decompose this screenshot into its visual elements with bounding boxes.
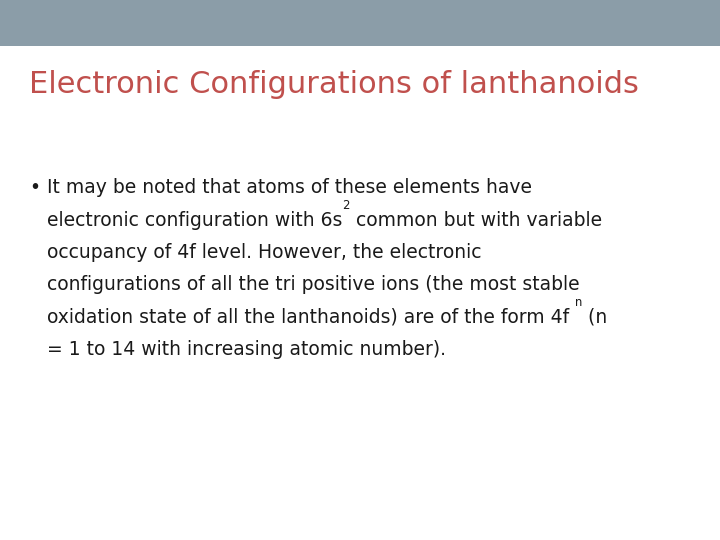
Text: (n: (n [582,308,608,327]
Text: = 1 to 14 with increasing atomic number).: = 1 to 14 with increasing atomic number)… [47,340,446,359]
Text: n: n [575,296,582,309]
Text: occupancy of 4f level. However, the electronic: occupancy of 4f level. However, the elec… [47,243,481,262]
Text: configurations of all the tri positive ions (the most stable: configurations of all the tri positive i… [47,275,580,294]
Text: common but with variable: common but with variable [349,211,602,229]
Text: It may be noted that atoms of these elements have: It may be noted that atoms of these elem… [47,178,532,197]
Bar [0,0,720,46]
Text: electronic configuration with 6s: electronic configuration with 6s [47,211,342,229]
Text: oxidation state of all the lanthanoids) are of the form 4f: oxidation state of all the lanthanoids) … [47,308,575,327]
Text: Electronic Configurations of lanthanoids: Electronic Configurations of lanthanoids [29,70,639,99]
Text: •: • [29,178,40,197]
Text: 2: 2 [342,199,349,212]
